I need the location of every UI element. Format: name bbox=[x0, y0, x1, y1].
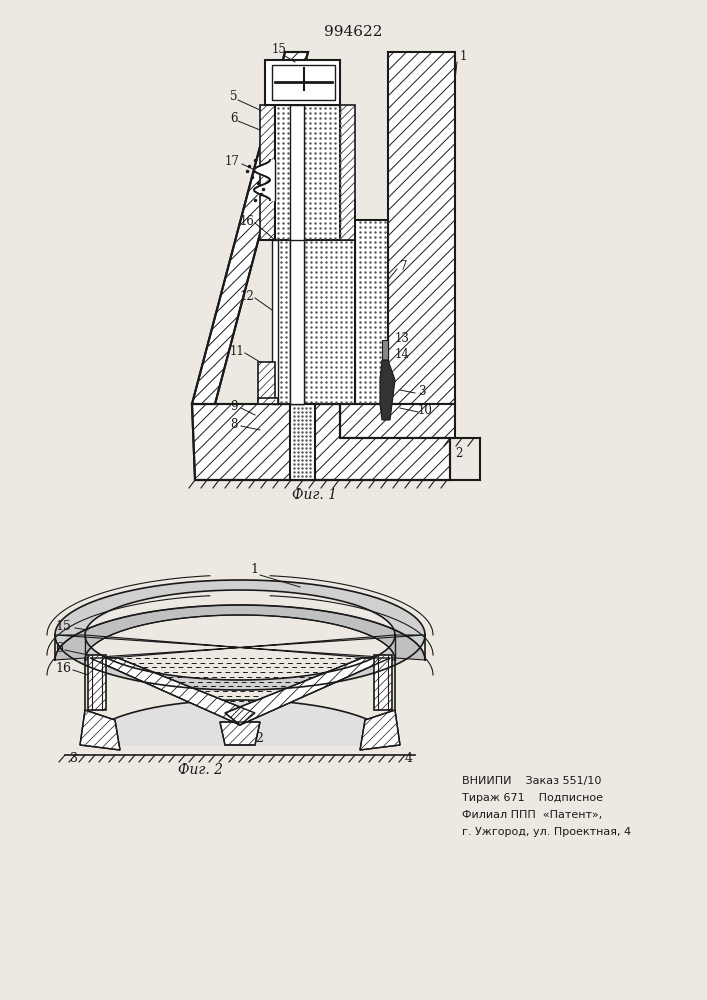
Text: 11: 11 bbox=[230, 345, 245, 358]
Text: Фиг. 1: Фиг. 1 bbox=[293, 488, 337, 502]
Polygon shape bbox=[85, 590, 395, 680]
Polygon shape bbox=[265, 60, 340, 105]
Text: 13: 13 bbox=[395, 332, 410, 345]
Text: Фиг. 2: Фиг. 2 bbox=[177, 763, 223, 777]
Polygon shape bbox=[258, 362, 275, 404]
Polygon shape bbox=[192, 52, 308, 404]
Polygon shape bbox=[55, 605, 425, 660]
Text: 6: 6 bbox=[230, 112, 238, 125]
Text: 16: 16 bbox=[55, 662, 71, 675]
Polygon shape bbox=[258, 398, 278, 404]
Text: 1: 1 bbox=[250, 563, 258, 576]
Text: 14: 14 bbox=[395, 348, 410, 361]
Polygon shape bbox=[340, 404, 455, 438]
Text: 2: 2 bbox=[255, 732, 263, 745]
Polygon shape bbox=[272, 240, 278, 404]
Text: 9: 9 bbox=[230, 400, 238, 413]
Polygon shape bbox=[220, 722, 260, 745]
Text: 4: 4 bbox=[405, 752, 413, 765]
Text: 12: 12 bbox=[240, 290, 255, 303]
Text: 8: 8 bbox=[230, 418, 238, 431]
Polygon shape bbox=[340, 105, 355, 240]
Polygon shape bbox=[55, 580, 425, 690]
Polygon shape bbox=[374, 655, 392, 710]
Text: 5: 5 bbox=[230, 90, 238, 103]
Text: 17: 17 bbox=[225, 155, 240, 168]
Polygon shape bbox=[290, 240, 304, 404]
Polygon shape bbox=[355, 220, 388, 404]
Polygon shape bbox=[290, 105, 304, 404]
Text: 15: 15 bbox=[272, 43, 287, 56]
Polygon shape bbox=[85, 590, 395, 680]
Text: 1: 1 bbox=[460, 50, 467, 63]
Text: Филиал ППП  «Патент»,: Филиал ППП «Патент», bbox=[462, 810, 602, 820]
Polygon shape bbox=[192, 404, 450, 480]
Text: г. Ужгород, ул. Проектная, 4: г. Ужгород, ул. Проектная, 4 bbox=[462, 827, 631, 837]
Text: 6: 6 bbox=[55, 642, 63, 655]
Polygon shape bbox=[260, 105, 275, 240]
Text: 10: 10 bbox=[418, 404, 433, 417]
Text: 15: 15 bbox=[55, 620, 71, 633]
Polygon shape bbox=[275, 105, 292, 240]
Polygon shape bbox=[90, 658, 255, 725]
Text: 3: 3 bbox=[70, 752, 78, 765]
Polygon shape bbox=[380, 360, 395, 420]
Text: Тираж 671    Подписное: Тираж 671 Подписное bbox=[462, 793, 603, 803]
Text: 3: 3 bbox=[418, 385, 426, 398]
Text: 7: 7 bbox=[400, 260, 407, 273]
Polygon shape bbox=[388, 52, 455, 404]
Polygon shape bbox=[85, 700, 395, 745]
Text: ВНИИПИ    Заказ 551/10: ВНИИПИ Заказ 551/10 bbox=[462, 776, 602, 786]
Polygon shape bbox=[382, 340, 388, 404]
Text: 994622: 994622 bbox=[324, 25, 382, 39]
Text: 16: 16 bbox=[240, 215, 255, 228]
Polygon shape bbox=[275, 240, 355, 404]
Polygon shape bbox=[225, 658, 390, 725]
Polygon shape bbox=[88, 655, 106, 710]
Polygon shape bbox=[302, 105, 340, 240]
Polygon shape bbox=[272, 65, 335, 100]
Text: 2: 2 bbox=[455, 447, 462, 460]
Polygon shape bbox=[290, 404, 315, 480]
Polygon shape bbox=[80, 710, 120, 750]
Polygon shape bbox=[360, 710, 400, 750]
